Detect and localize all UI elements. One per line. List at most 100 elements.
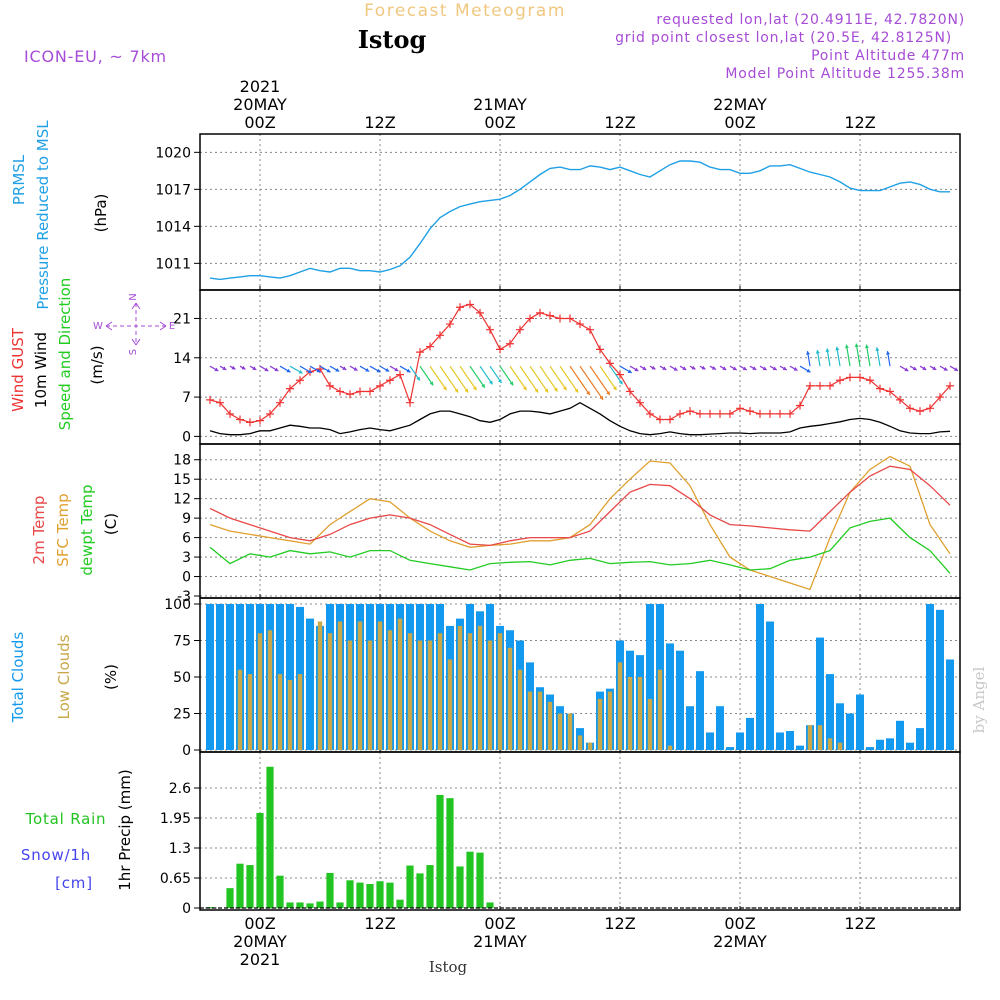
wind-arrowhead (231, 365, 236, 370)
gust-marker (666, 415, 674, 424)
total-cloud-bar (786, 731, 794, 750)
time-label: 22MAY (713, 932, 767, 951)
point-altitude: Point Altitude 477m (811, 48, 965, 64)
wind-arrow (469, 365, 486, 389)
y-tick-label: 7 (182, 390, 191, 406)
total-cloud-bar (676, 650, 684, 750)
rain-bar (266, 766, 274, 908)
low-cloud-bar (607, 691, 613, 750)
wind-arrow (569, 365, 591, 396)
wind-arrowhead (385, 367, 390, 372)
y-tick-label: 50 (173, 670, 191, 686)
total-clouds-label: Total Clouds (9, 632, 27, 724)
wind-arrow (599, 365, 617, 391)
rain-bar (236, 863, 244, 908)
time-label: 12Z (844, 113, 875, 132)
gust-marker (506, 339, 514, 348)
gust-marker (456, 303, 464, 312)
total-cloud-bar (206, 604, 214, 750)
gust-marker (276, 398, 284, 407)
y-tick-label: -3 (177, 589, 191, 605)
gust-marker (606, 359, 614, 368)
wind-arrowhead (612, 386, 617, 391)
low-cloud-bar (277, 674, 283, 750)
gust-marker (806, 381, 814, 390)
gust-marker (466, 300, 474, 309)
total-cloud-bar (216, 604, 224, 750)
y-tick-label: 3 (182, 550, 191, 566)
pressure-label-msl: Pressure Reduced to MSL (34, 120, 52, 310)
gust-marker (346, 390, 354, 399)
y-tick-label: 100 (164, 597, 191, 613)
wind-arrowhead (454, 388, 459, 393)
gust-marker (206, 395, 214, 404)
rain-bar (396, 899, 404, 908)
gust-marker (636, 398, 644, 407)
wind-arrowhead (835, 346, 840, 351)
total-cloud-bar (776, 732, 784, 750)
wind-arrowhead (886, 351, 891, 355)
low-cloud-bar (377, 621, 383, 750)
time-label: 12Z (844, 914, 875, 933)
total-cloud-bar (746, 717, 754, 750)
rain-bar (476, 852, 484, 908)
wind-arrowhead (854, 343, 859, 348)
y-tick-label: 1.3 (169, 841, 191, 857)
gust-marker (526, 314, 534, 323)
wind-arrowhead (772, 366, 777, 371)
low-cloud-bar (417, 640, 423, 750)
model-label: ICON-EU, ~ 7km (24, 47, 167, 66)
total-cloud-bar (666, 643, 674, 750)
x-axis-label: Istog (429, 958, 468, 976)
y-tick-label: 12 (173, 492, 191, 508)
gust-marker (696, 409, 704, 418)
total-cloud-bar (686, 706, 694, 750)
snow-unit-label: [cm] (55, 874, 93, 892)
total-cloud-bar (926, 604, 934, 750)
wind-arrowhead (922, 366, 927, 370)
wind-arrowhead (307, 369, 312, 374)
wind-arrowhead (722, 366, 727, 370)
gust-marker (796, 401, 804, 410)
y-tick-label: 18 (173, 453, 191, 469)
wind-arrowhead (864, 344, 869, 349)
low-cloud-bar (577, 735, 583, 750)
requested-coords: requested lon,lat (20.4911E, 42.7820N) (656, 12, 965, 28)
rain-bar (346, 880, 354, 908)
low-cloud-bar (257, 633, 263, 750)
y-tick-label: 1020 (155, 145, 191, 161)
total-cloud-bar (696, 671, 704, 750)
wind-arrowhead (651, 365, 656, 370)
rain-bar (336, 902, 344, 908)
rain-bar (306, 903, 314, 908)
wind-arrowhead (365, 367, 370, 372)
low-cloud-bar (537, 691, 543, 750)
gust-marker (846, 373, 854, 382)
low-cloud-bar (477, 625, 483, 750)
wind-arrowhead (394, 367, 399, 372)
total-cloud-bar (896, 720, 904, 750)
gust-marker (216, 398, 224, 407)
low-cloud-bar (247, 674, 253, 750)
gust-marker (386, 376, 394, 385)
gust-marker (356, 387, 364, 396)
wind-arrowhead (815, 349, 820, 354)
wind-arrowhead (662, 366, 667, 370)
low-cloud-bar (837, 742, 843, 750)
gust-marker (866, 376, 874, 385)
wind-arrowhead (286, 368, 291, 373)
total-cloud-bar (796, 745, 804, 750)
wind-arrowhead (274, 367, 279, 372)
wind-arrowhead (732, 366, 737, 371)
gust-marker (676, 409, 684, 418)
low-cloud-bar (337, 621, 343, 750)
compass-east: E (169, 321, 175, 332)
time-label: 00Z (724, 113, 755, 132)
wind-arrowhead (682, 366, 687, 370)
y-tick-label: 14 (173, 351, 191, 367)
wind-arrowhead (932, 366, 937, 370)
wind-arrowhead (943, 367, 948, 371)
wind-arrowhead (875, 347, 880, 352)
wind-arrowhead (806, 351, 811, 355)
